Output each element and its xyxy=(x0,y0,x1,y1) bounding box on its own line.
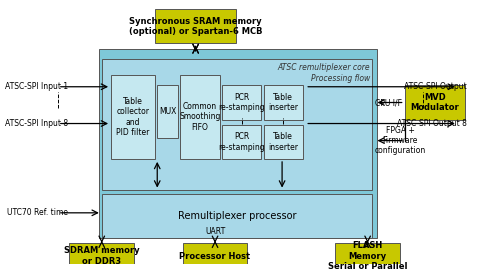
Text: Table
collector
and
PID filter: Table collector and PID filter xyxy=(116,97,150,137)
Text: PCR
re-stamping: PCR re-stamping xyxy=(218,93,265,112)
Text: MVD
Modulator: MVD Modulator xyxy=(410,93,459,112)
Text: ATSC remultiplexer core
Processing flow: ATSC remultiplexer core Processing flow xyxy=(277,63,370,82)
FancyBboxPatch shape xyxy=(99,49,377,238)
Text: ATSC-SPI Input 1: ATSC-SPI Input 1 xyxy=(5,82,69,91)
Text: FLASH
Memory
Serial or Parallel: FLASH Memory Serial or Parallel xyxy=(328,241,408,271)
FancyBboxPatch shape xyxy=(222,85,261,119)
FancyBboxPatch shape xyxy=(102,59,372,190)
FancyBboxPatch shape xyxy=(264,125,303,159)
FancyBboxPatch shape xyxy=(222,125,261,159)
Text: Synchronous SRAM memory
(optional) or Spartan-6 MCB: Synchronous SRAM memory (optional) or Sp… xyxy=(129,17,262,36)
FancyBboxPatch shape xyxy=(157,85,178,138)
FancyBboxPatch shape xyxy=(70,243,134,269)
Text: SDRAM memory
or DDR3: SDRAM memory or DDR3 xyxy=(64,246,140,266)
FancyBboxPatch shape xyxy=(335,243,400,269)
Text: MUX: MUX xyxy=(159,107,176,116)
Text: ATSC-SPI Output: ATSC-SPI Output xyxy=(404,82,467,91)
Text: Remultiplexer processor: Remultiplexer processor xyxy=(178,211,296,221)
FancyBboxPatch shape xyxy=(183,243,247,269)
Text: UART: UART xyxy=(205,227,225,236)
Text: UTC70 Ref. time: UTC70 Ref. time xyxy=(7,208,68,217)
FancyBboxPatch shape xyxy=(155,9,236,43)
Text: ATSC-SPI Output 8: ATSC-SPI Output 8 xyxy=(397,119,467,128)
Text: Table
inserter: Table inserter xyxy=(268,93,298,112)
Text: Processor Host: Processor Host xyxy=(180,252,251,261)
FancyBboxPatch shape xyxy=(102,195,372,238)
FancyBboxPatch shape xyxy=(111,75,155,159)
Text: Table
inserter: Table inserter xyxy=(268,132,298,152)
FancyBboxPatch shape xyxy=(405,85,465,119)
Text: PCR
re-stamping: PCR re-stamping xyxy=(218,132,265,152)
FancyBboxPatch shape xyxy=(264,85,303,119)
Text: ATSC-SPI Input 8: ATSC-SPI Input 8 xyxy=(5,119,69,128)
Text: Common
Smoothing
FIFO: Common Smoothing FIFO xyxy=(180,102,221,132)
FancyBboxPatch shape xyxy=(180,75,220,159)
Text: FPGA +
Firmware
configuration: FPGA + Firmware configuration xyxy=(374,126,426,155)
Text: CPU I/F: CPU I/F xyxy=(375,98,402,107)
